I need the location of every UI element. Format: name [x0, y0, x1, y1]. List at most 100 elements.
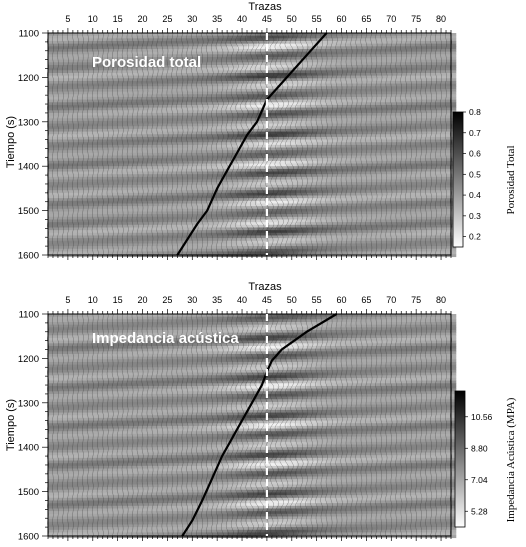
section-cell [406, 372, 417, 376]
section-cell [237, 70, 248, 74]
section-cell [167, 348, 178, 352]
section-cell [48, 203, 59, 207]
section-cell [137, 168, 148, 172]
section-cell [276, 107, 288, 111]
section-cell [366, 367, 377, 371]
section-cell [436, 232, 447, 236]
section-cell [97, 369, 109, 373]
section-cell [107, 380, 118, 384]
section-cell [346, 348, 357, 352]
section-cell [157, 380, 168, 384]
section-cell [187, 59, 198, 63]
section-cell [306, 314, 317, 317]
section-cell [57, 54, 69, 58]
section-cell [127, 377, 138, 381]
section-cell [107, 356, 118, 360]
section-cell [147, 391, 158, 395]
trace-wiggle [106, 33, 109, 256]
section-cell [316, 46, 327, 50]
section-cell [436, 160, 447, 164]
section-cell [336, 232, 347, 236]
section-cell [147, 126, 158, 130]
trace-wiggle [56, 32, 59, 256]
section-cell [276, 46, 288, 50]
section-cell [207, 131, 218, 135]
section-cell [316, 166, 327, 170]
section-cell [57, 385, 69, 389]
section-cell [286, 356, 298, 360]
section-cell [177, 70, 188, 74]
section-cell [286, 104, 298, 108]
section-cell [97, 160, 109, 164]
section-cell [107, 340, 118, 344]
section-cell [48, 102, 59, 106]
section-cell [237, 94, 248, 98]
section-cell [406, 375, 417, 379]
section-cell [147, 367, 158, 371]
section-cell [97, 51, 109, 55]
section-cell [207, 227, 218, 231]
section-cell [306, 96, 317, 100]
section-cell [157, 152, 168, 156]
section-cell [57, 78, 69, 82]
section-cell [306, 126, 317, 130]
section-cell [177, 40, 188, 44]
section-cell [87, 62, 99, 66]
section-cell [167, 203, 178, 207]
section-cell [306, 99, 317, 103]
section-cell [167, 155, 178, 159]
section-cell [247, 251, 258, 255]
section-cell [326, 104, 337, 108]
section-cell [207, 238, 218, 242]
section-cell [117, 112, 128, 116]
section-cell [177, 224, 188, 228]
section-cell [197, 62, 208, 66]
section-cell [117, 192, 128, 196]
section-cell [137, 174, 148, 178]
x-tick-label: 15 [113, 295, 123, 305]
section-cell [286, 46, 298, 50]
section-cell [346, 232, 357, 236]
trace-wiggle [161, 32, 164, 256]
section-cell [48, 369, 59, 373]
section-cell [326, 198, 337, 202]
section-cell [77, 115, 89, 119]
section-cell [157, 337, 168, 341]
section-cell [247, 246, 258, 250]
section-cell [247, 321, 258, 325]
section-cell [326, 179, 337, 183]
section-cell [217, 136, 228, 140]
section-cell [227, 216, 238, 220]
section-cell [316, 110, 327, 114]
section-cell [167, 243, 178, 247]
section-cell [426, 104, 437, 108]
section-cell [256, 112, 268, 116]
x-tick-label: 10 [88, 14, 98, 24]
section-cell [416, 158, 427, 162]
section-cell [227, 372, 238, 376]
section-cell [177, 72, 188, 76]
section-cell [67, 48, 79, 52]
section-cell [416, 337, 427, 341]
section-cell [48, 214, 59, 218]
section-cell [376, 198, 387, 202]
section-cell [426, 375, 437, 379]
section-cell [386, 364, 397, 368]
section-cell [276, 380, 288, 384]
section-cell [316, 80, 327, 84]
section-cell [67, 377, 79, 381]
section-cell [286, 54, 298, 58]
section-cell [167, 335, 178, 339]
section-cell [286, 176, 298, 180]
section-cell [276, 174, 288, 178]
section-cell [247, 104, 258, 108]
section-cell [57, 86, 69, 90]
section-cell [107, 96, 118, 100]
section-cell [256, 115, 268, 119]
section-cell [306, 383, 317, 387]
section-cell [117, 171, 128, 175]
section-cell [336, 160, 347, 164]
section-cell [266, 240, 278, 244]
section-cell [197, 158, 208, 162]
section-cell [207, 152, 218, 156]
